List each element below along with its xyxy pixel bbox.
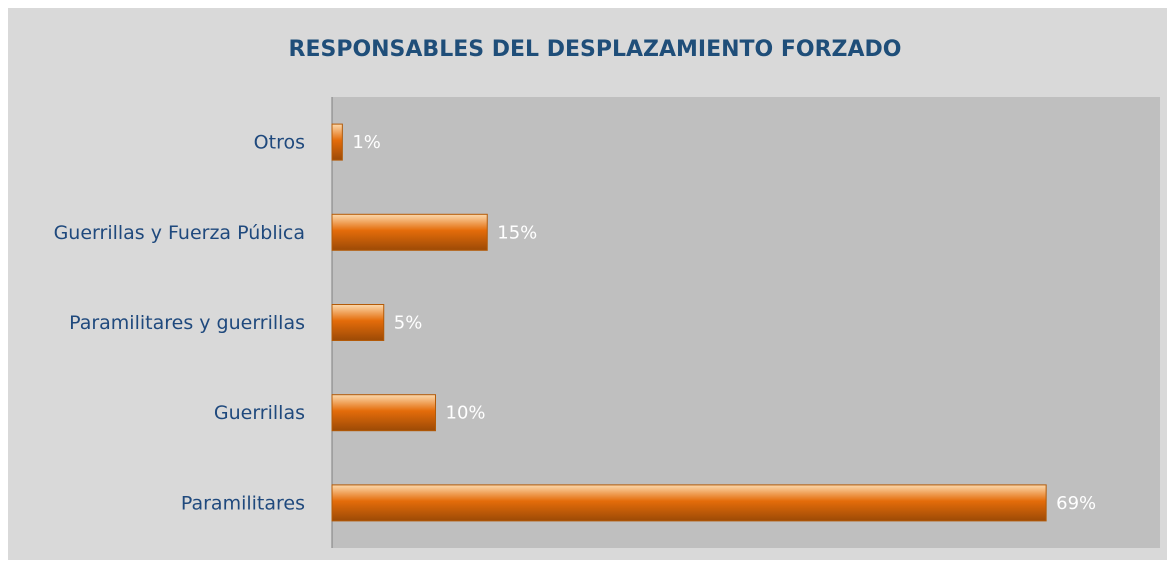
data-label: 15% — [497, 222, 537, 243]
bar — [331, 213, 488, 251]
bar — [331, 484, 1047, 522]
plot-area — [332, 97, 1160, 548]
y-tick-label: Guerrillas — [214, 402, 305, 424]
bar — [331, 123, 343, 161]
bar — [331, 394, 436, 432]
data-label: 69% — [1056, 493, 1096, 514]
y-tick-label: Paramilitares — [181, 492, 305, 514]
data-label: 5% — [394, 313, 423, 334]
data-label: 10% — [446, 403, 486, 424]
chart-title: RESPONSABLES DEL DESPLAZAMIENTO FORZADO — [289, 37, 902, 62]
bar — [331, 304, 385, 341]
data-label: 1% — [352, 132, 381, 153]
y-tick-label: Guerrillas y Fuerza Pública — [54, 222, 305, 244]
y-tick-label: Paramilitares y guerrillas — [69, 312, 305, 334]
y-tick-label: Otros — [254, 132, 305, 154]
